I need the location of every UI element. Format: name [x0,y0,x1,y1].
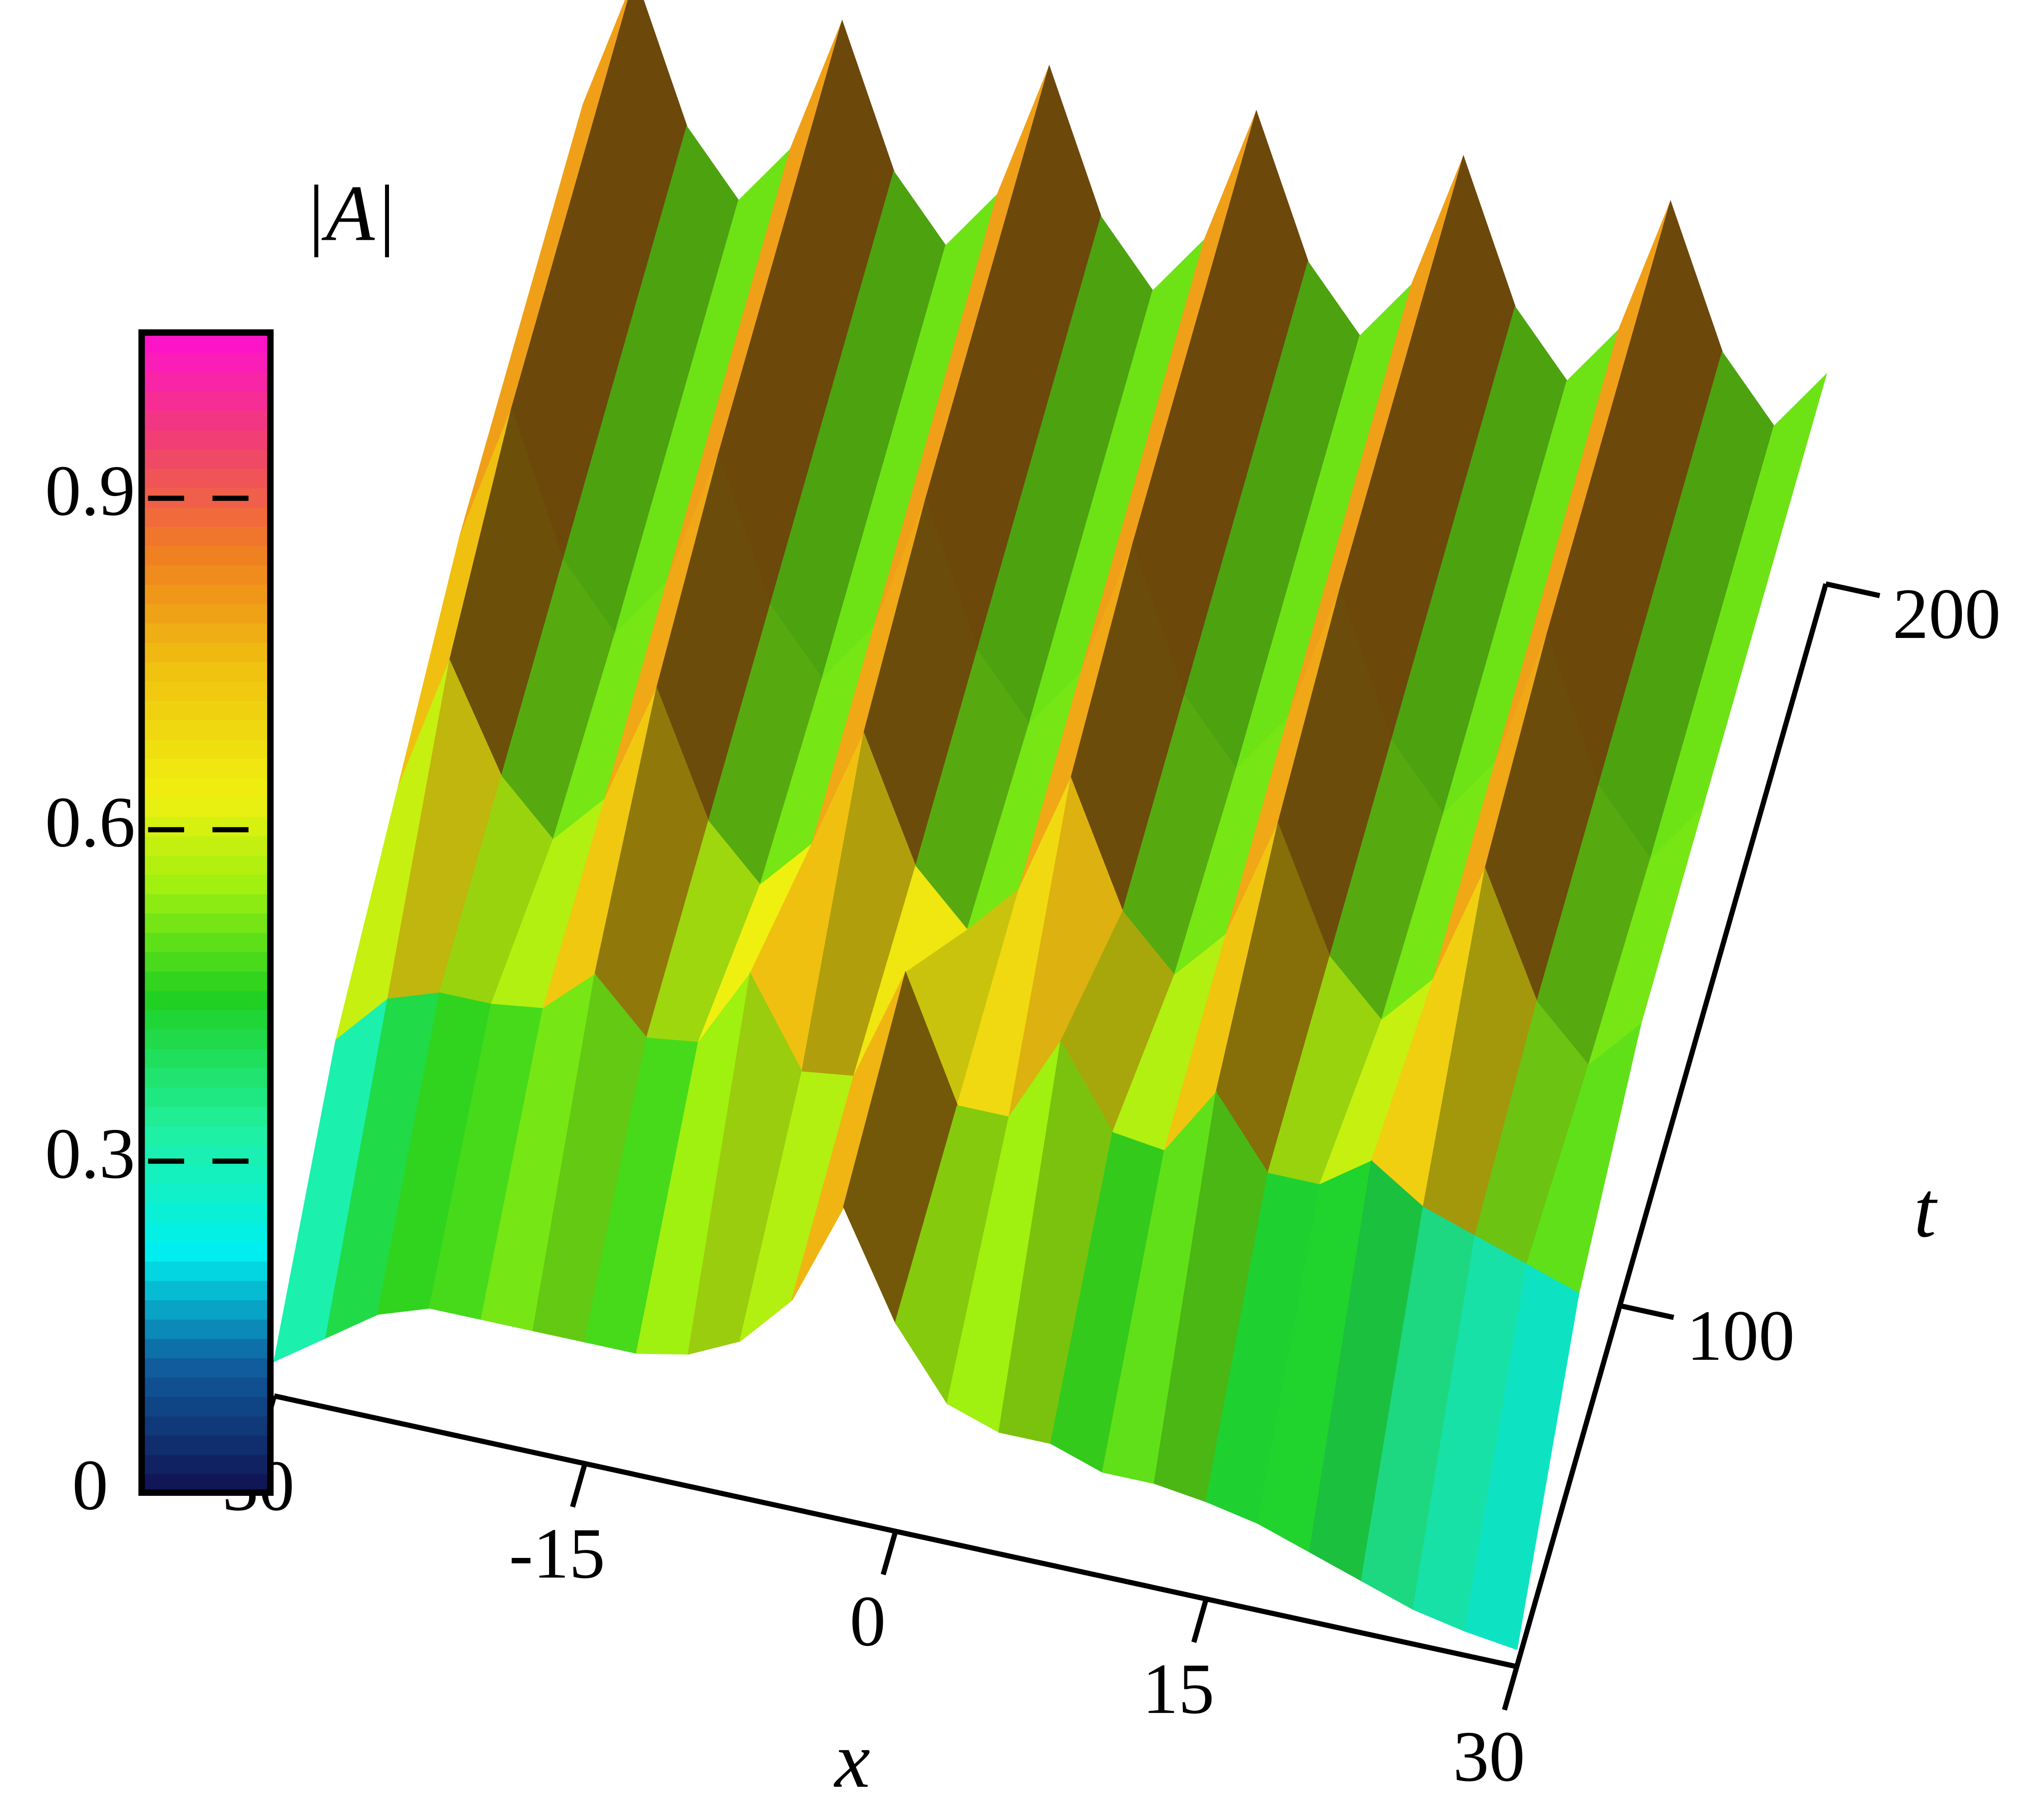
colorbar-band [141,1067,271,1088]
colorbar-band [141,758,271,779]
x-tick [1191,1598,1209,1643]
colorbar-band [141,951,271,972]
colorbar-band [141,584,271,604]
colorbar-band [141,816,271,837]
colorbar-band [141,893,271,914]
x-tick [570,1463,588,1508]
colorbar-band [141,1028,271,1049]
x-tick-label: 15 [1142,1649,1214,1729]
x-tick-label: -15 [509,1513,605,1593]
t-axis-label: t [1914,1166,1938,1254]
colorbar-band [141,448,271,469]
colorbar-band [141,371,271,392]
colorbar-band [141,1260,271,1281]
colorbar-band [141,1221,271,1242]
colorbar-band [141,1241,271,1262]
colorbar-band [141,390,271,411]
colorbar-band [141,1125,271,1146]
colorbar-band [141,506,271,527]
t-tick-label: 100 [1687,1296,1795,1376]
colorbar-band [141,623,271,643]
colorbar-band [141,564,271,585]
colorbar-band [141,874,271,895]
colorbar-band [141,1357,271,1378]
colorbar-band [141,1009,271,1030]
colorbar-band [141,680,271,701]
t-tick [1619,1303,1674,1320]
colorbar-band [141,700,271,720]
colorbar-band [141,1106,271,1127]
colorbar-band [141,1048,271,1069]
colorbar-band [141,1202,271,1223]
colorbar-band [141,1164,271,1184]
colorbar-band [141,932,271,953]
colorbar-band [141,1377,271,1397]
colorbar-tick-label: 0.6 [45,782,135,862]
colorbar-band [141,429,271,450]
t-tick [1825,581,1880,599]
colorbar-tick-label: 0.3 [45,1114,135,1193]
colorbar-band [141,990,271,1011]
colorbar-band [141,1183,271,1204]
colorbar-band [141,970,271,991]
colorbar-band [141,545,271,566]
colorbar-band [141,467,271,488]
colorbar-band [141,603,271,624]
colorbar-tick-label: 0 [72,1445,108,1525]
colorbar-band [141,738,271,759]
colorbar-band [141,661,271,682]
surface [273,0,1827,1650]
colorbar-frame [138,329,274,1496]
colorbar-band [141,1454,271,1474]
colorbar-band [141,796,271,817]
colorbar-band [141,1299,271,1320]
colorbar-band [141,719,271,740]
colorbar-band [141,854,271,875]
surface-cell [1464,1264,1580,1650]
colorbar-band [141,642,271,662]
colorbar-band [141,352,271,372]
colorbar-band [141,1319,271,1339]
colorbar-band [141,777,271,798]
t-axis-line [1514,583,1829,1668]
x-tick [881,1530,898,1576]
colorbar-band [141,1435,271,1455]
colorbar-band [141,332,271,353]
colorbar-band [141,1086,271,1107]
t-tick-label: 200 [1893,574,2001,654]
colorbar-band [141,1415,271,1436]
colorbar-band [141,912,271,933]
colorbar-band [141,526,271,546]
x-tick-label: 0 [850,1582,886,1661]
colorbar-band [141,1338,271,1358]
x-tick-label: 30 [1453,1717,1525,1796]
colorbar-title: |A| [304,169,396,258]
colorbar-band [141,835,271,856]
colorbar-band [141,410,271,430]
colorbar-tick-label: 0.9 [45,451,135,530]
colorbar-band [141,1280,271,1300]
colorbar-band [141,1396,271,1416]
x-axis-label: x [833,1716,870,1805]
x-tick [1502,1666,1519,1711]
